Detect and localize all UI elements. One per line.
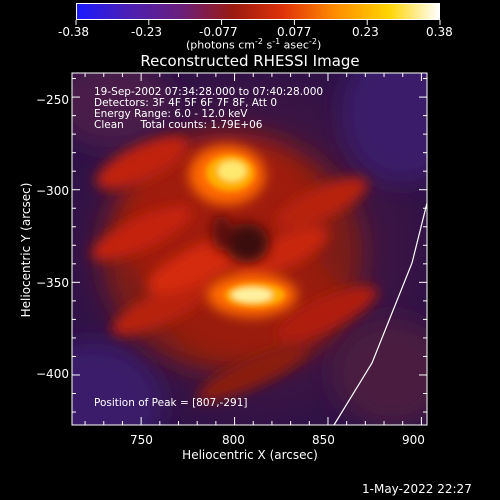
render-timestamp: 1-May-2022 22:27 — [362, 482, 472, 496]
y-tick-label: −250 — [36, 93, 69, 107]
info-line: Clean Total counts: 1.79E+06 — [94, 119, 263, 131]
colorbar-tick-label: -0.077 — [199, 25, 238, 39]
colorbar-tick-label: -0.38 — [58, 25, 90, 39]
y-axis-ticks — [72, 78, 427, 413]
background-lobes — [72, 73, 427, 425]
y-tick-label: −350 — [36, 276, 69, 290]
y-tick-label: −300 — [36, 184, 69, 198]
x-tick-label: 850 — [312, 433, 335, 447]
solar-image: 19-Sep-2002 07:34:28.000 to 07:40:28.000… — [72, 73, 427, 425]
x-axis-label: Heliocentric X (arcsec) — [182, 448, 318, 462]
colorbar-tick-label: 0.077 — [277, 25, 312, 39]
colorbar — [76, 3, 440, 20]
emission-streaks — [91, 136, 378, 402]
solar-limb-line — [333, 202, 427, 425]
x-tick-label: 800 — [222, 433, 245, 447]
source-cores — [206, 155, 285, 307]
colorbar-gradient — [77, 4, 439, 19]
colorbar-tick-label: 0.23 — [352, 25, 379, 39]
x-tick-label: 900 — [402, 433, 425, 447]
colorbar-axis — [75, 20, 441, 25]
colorbar-units: (photons cm-2 s-1 asec-2) — [186, 37, 322, 52]
colorbar-tick-label: -0.23 — [131, 25, 163, 39]
peak-position-label: Position of Peak = [807,-291] — [94, 397, 248, 409]
x-axis-ticks — [84, 73, 422, 425]
plot-frame — [71, 72, 428, 426]
info-line: Energy Range: 6.0 - 12.0 keV — [94, 108, 248, 120]
central-gap — [212, 215, 269, 263]
colorbar-tick-label: 0.38 — [426, 25, 453, 39]
y-tick-label: −400 — [36, 367, 69, 381]
plot-title: Reconstructed RHESSI Image — [140, 52, 360, 70]
info-line: 19-Sep-2002 07:34:28.000 to 07:40:28.000 — [94, 86, 324, 98]
x-tick-label: 750 — [130, 433, 153, 447]
colorbar-tick-labels: -0.38 -0.23 -0.077 0.077 0.23 0.38 — [0, 25, 500, 39]
info-line: Detectors: 3F 4F 5F 6F 7F 8F, Att 0 — [94, 97, 278, 109]
info-block: 19-Sep-2002 07:34:28.000 to 07:40:28.000… — [94, 87, 323, 131]
solar-image-canvas — [72, 73, 427, 425]
y-axis-label: Heliocentric Y (arcsec) — [19, 182, 33, 318]
